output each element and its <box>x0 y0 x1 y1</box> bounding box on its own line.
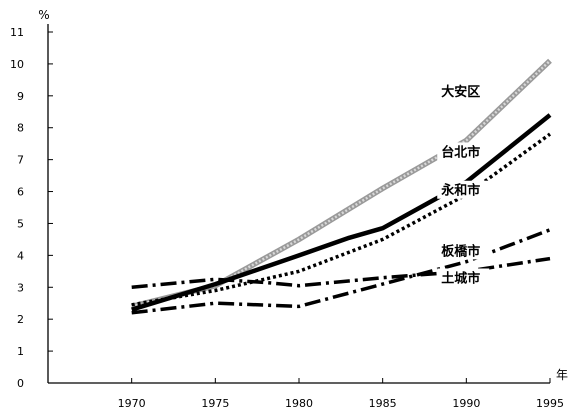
y-tick-label-4: 4 <box>17 249 24 262</box>
series-label-4: 板橋市 <box>441 243 480 259</box>
series-label-bg-2 <box>437 142 490 161</box>
y-tick-label-5: 5 <box>17 217 24 230</box>
series-label-1: 大安区 <box>441 84 480 100</box>
x-tick-label-1970: 1970 <box>118 397 146 410</box>
x-tick-label-1975: 1975 <box>201 397 229 410</box>
series-label-bg-4 <box>437 241 490 260</box>
y-tick-label-7: 7 <box>17 154 24 167</box>
x-tick-label-1995: 1995 <box>536 397 564 410</box>
x-axis-unit-label: 年 <box>556 368 568 382</box>
y-tick-label-3: 3 <box>17 281 24 294</box>
y-tick-label-0: 0 <box>17 377 24 390</box>
series-label-bg-5 <box>437 268 490 287</box>
y-tick-label-1: 1 <box>17 345 24 358</box>
y-axis-unit-label: % <box>38 8 49 22</box>
series-line-5 <box>131 256 551 290</box>
y-tick-label-8: 8 <box>17 122 24 135</box>
y-tick-label-11: 11 <box>10 26 24 39</box>
axes: 0 1 2 3 4 5 6 7 8 9 10 11 1970 1975 1980 1985 1990 1995 <box>10 24 564 410</box>
y-tick-label-10: 10 <box>10 58 24 71</box>
x-tick-label-1985: 1985 <box>369 397 397 410</box>
series-label-bg-1 <box>437 81 490 100</box>
x-tick-label-1990: 1990 <box>452 397 480 410</box>
series-label-2: 台北市 <box>441 144 480 160</box>
x-tick-label-1980: 1980 <box>285 397 313 410</box>
series-label-5: 土城市 <box>441 270 480 286</box>
y-tick-label-2: 2 <box>17 313 24 326</box>
y-tick-label-6: 6 <box>17 186 24 199</box>
y-tick-label-9: 9 <box>17 90 24 103</box>
series-label-bg-3 <box>437 180 490 199</box>
series-label-3: 永和市 <box>440 183 480 199</box>
